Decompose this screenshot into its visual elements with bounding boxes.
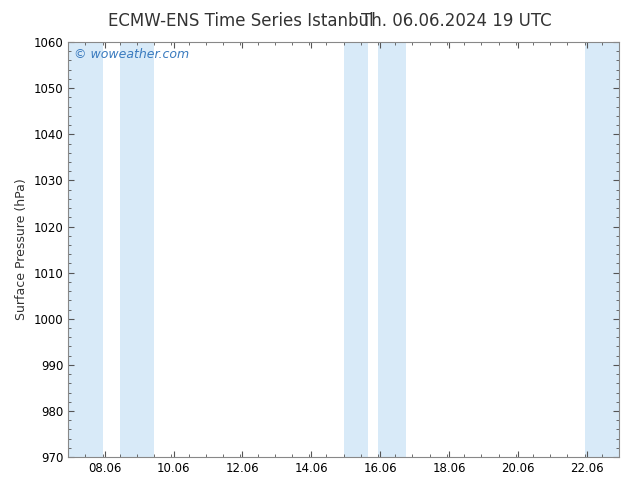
Text: ECMW-ENS Time Series Istanbul: ECMW-ENS Time Series Istanbul [108,12,373,30]
Bar [120,42,154,457]
Text: Th. 06.06.2024 19 UTC: Th. 06.06.2024 19 UTC [361,12,552,30]
Bar [344,42,368,457]
Text: © woweather.com: © woweather.com [74,49,189,61]
Bar [378,42,406,457]
Bar [585,42,619,457]
Y-axis label: Surface Pressure (hPa): Surface Pressure (hPa) [15,179,28,320]
Bar [68,42,103,457]
